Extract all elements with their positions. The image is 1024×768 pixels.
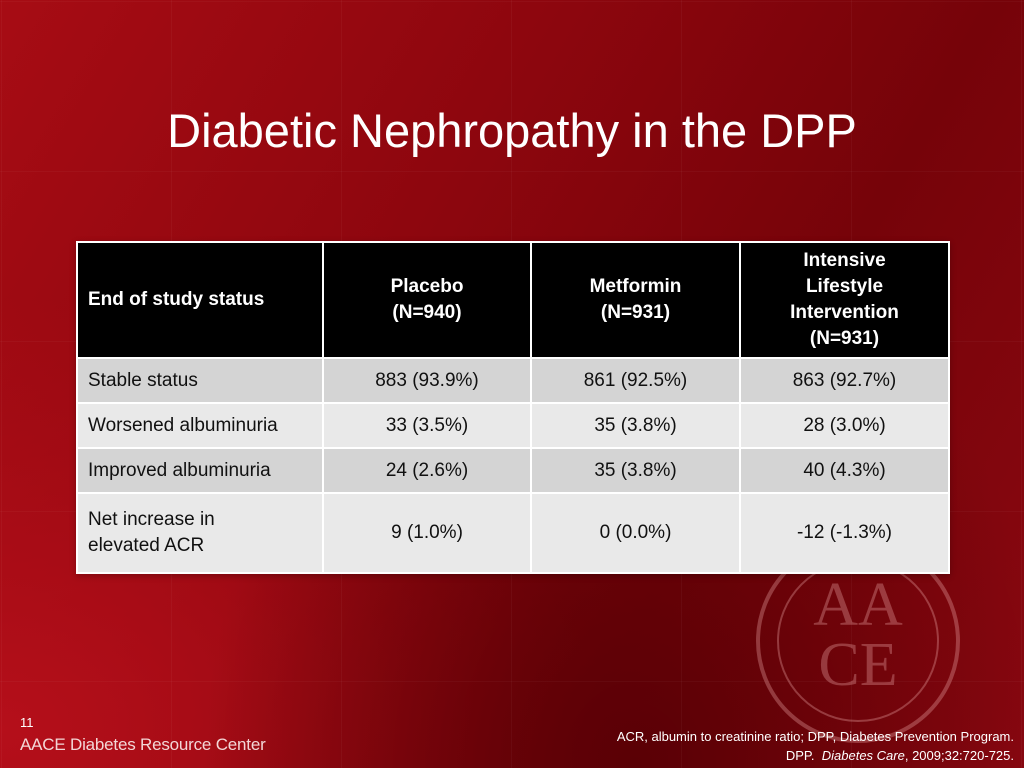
header-status: End of study status [76, 241, 324, 359]
cell-lifestyle: 40 (4.3%) [739, 447, 950, 494]
header-lifestyle: Intensive Lifestyle Intervention (N=931) [739, 241, 950, 359]
aace-seal-watermark: AA CE [756, 545, 960, 743]
table-header-row: End of study status Placebo (N=940) Metfo… [76, 241, 950, 359]
row-label: Worsened albuminuria [76, 402, 324, 449]
svg-text:AA: AA [813, 571, 903, 639]
cell-metformin: 0 (0.0%) [530, 492, 741, 574]
results-table: End of study status Placebo (N=940) Metfo… [76, 241, 950, 574]
slide-title: Diabetic Nephropathy in the DPP [167, 104, 857, 157]
footnote-citation: , 2009;32:720-725. [904, 748, 1014, 763]
cell-lifestyle: 863 (92.7%) [739, 357, 950, 404]
footnote: ACR, albumin to creatinine ratio; DPP, D… [494, 727, 1014, 765]
footnote-line-1: ACR, albumin to creatinine ratio; DPP, D… [616, 729, 1014, 744]
header-placebo: Placebo (N=940) [322, 241, 532, 359]
table-row: Improved albuminuria 24 (2.6%) 35 (3.8%)… [76, 447, 950, 494]
page-number: 11 [20, 715, 34, 730]
cell-placebo: 33 (3.5%) [322, 402, 532, 449]
cell-metformin: 35 (3.8%) [530, 402, 741, 449]
cell-placebo: 9 (1.0%) [322, 492, 532, 574]
cell-metformin: 35 (3.8%) [530, 447, 741, 494]
footnote-line-2: DPP. Diabetes Care, 2009;32:720-725. [494, 746, 1014, 765]
row-label: Stable status [76, 357, 324, 404]
footnote-prefix: DPP. [785, 748, 822, 763]
brand-footer: AACE Diabetes Resource Center [20, 735, 266, 754]
cell-lifestyle: 28 (3.0%) [739, 402, 950, 449]
svg-text:CE: CE [818, 631, 897, 699]
footnote-journal: Diabetes Care [821, 748, 905, 763]
table-row: Stable status 883 (93.9%) 861 (92.5%) 86… [76, 357, 950, 404]
cell-placebo: 883 (93.9%) [322, 357, 532, 404]
cell-lifestyle: -12 (-1.3%) [739, 492, 950, 574]
row-label: Net increase in elevated ACR [76, 492, 324, 574]
cell-placebo: 24 (2.6%) [322, 447, 532, 494]
table-row: Worsened albuminuria 33 (3.5%) 35 (3.8%)… [76, 402, 950, 449]
cell-metformin: 861 (92.5%) [530, 357, 741, 404]
table-row: Net increase in elevated ACR 9 (1.0%) 0 (… [76, 492, 950, 574]
header-metformin: Metformin (N=931) [530, 241, 741, 359]
row-label: Improved albuminuria [76, 447, 324, 494]
